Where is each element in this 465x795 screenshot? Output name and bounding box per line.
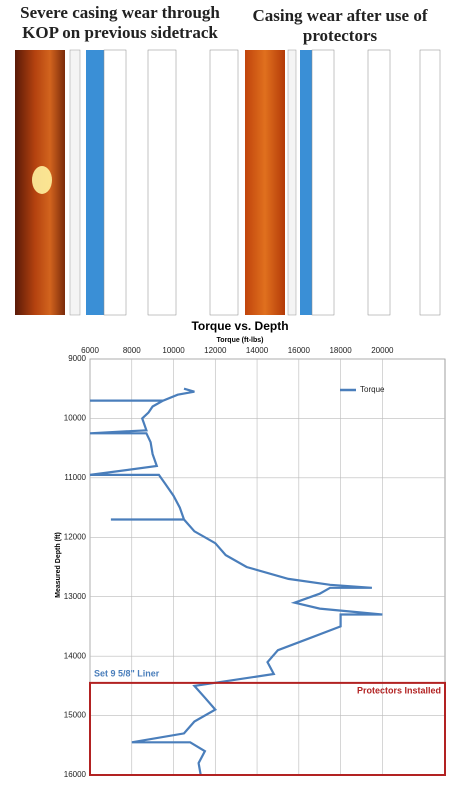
y-tick-label: 12000	[64, 532, 87, 541]
y-tick-label: 15000	[64, 711, 87, 720]
panel-title: protectors	[303, 26, 378, 45]
panel-title: Casing wear after use of	[252, 6, 427, 25]
annotation: Set 9 5/8" Liner	[94, 668, 160, 678]
x-tick-label: 16000	[288, 346, 311, 355]
y-axis-label: Measured Depth (ft)	[55, 532, 62, 598]
plot-area	[89, 358, 446, 776]
legend-label: Torque	[360, 385, 385, 394]
x-tick-label: 8000	[123, 346, 141, 355]
y-tick-label: 10000	[64, 414, 87, 423]
x-tick-label: 18000	[329, 346, 352, 355]
x-tick-label: 12000	[204, 346, 227, 355]
x-tick-label: 6000	[81, 346, 99, 355]
chart-title: Torque vs. Depth	[191, 319, 288, 333]
y-tick-label: 14000	[64, 651, 87, 660]
panel-title: Severe casing wear through	[20, 3, 220, 22]
y-tick-label: 13000	[64, 592, 87, 601]
x-tick-label: 20000	[371, 346, 394, 355]
protectors-box	[89, 681, 446, 777]
x-tick-label: 14000	[246, 346, 269, 355]
y-tick-label: 9000	[68, 354, 86, 363]
torque-line	[89, 387, 383, 776]
x-tick-label: 10000	[162, 346, 185, 355]
y-tick-label: 11000	[64, 473, 86, 482]
log-images	[15, 49, 441, 316]
x-axis-label: Torque (ft-lbs)	[217, 337, 264, 344]
panel-title: KOP on previous sidetrack	[22, 23, 218, 42]
annotation: Protectors Installed	[357, 685, 441, 695]
y-tick-label: 16000	[64, 770, 87, 779]
